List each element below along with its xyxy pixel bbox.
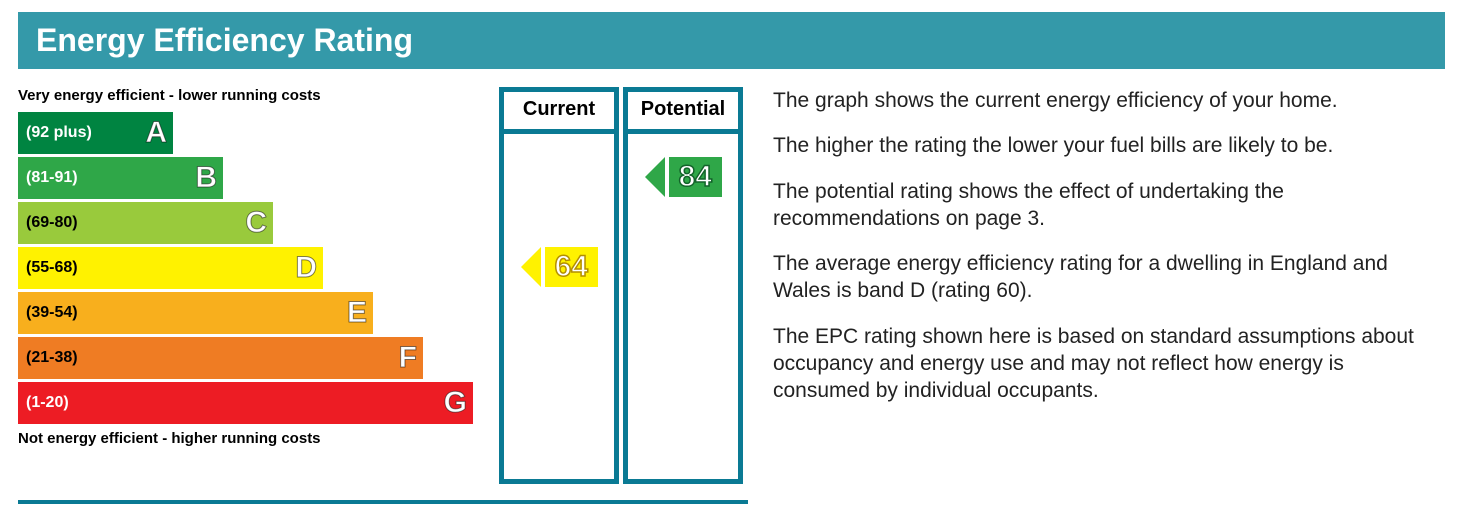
arrow-value: 64: [555, 250, 588, 284]
band-a: (92 plus) A: [18, 112, 173, 154]
current-column: Current 64: [499, 87, 619, 484]
band-range: (21-38): [18, 349, 78, 367]
potential-header: Potential: [628, 92, 738, 134]
band-f: (21-38) F: [18, 337, 423, 379]
band-b: (81-91) B: [18, 157, 223, 199]
footer-rule: [18, 500, 748, 504]
band-range: (55-68): [18, 259, 78, 277]
bands-stack: (92 plus) A (81-91) B (69-80) C (55-68) D (39-54…: [18, 112, 493, 424]
current-arrow: 64: [541, 247, 610, 287]
band-letter: D: [295, 251, 317, 285]
arrow-body: 84: [669, 157, 722, 197]
band-g: (1-20) G: [18, 382, 473, 424]
band-letter: E: [347, 296, 367, 330]
description-paragraph: The potential rating shows the effect of…: [773, 178, 1445, 233]
band-range: (69-80): [18, 214, 78, 232]
potential-body: 84: [628, 134, 738, 479]
band-e: (39-54) E: [18, 292, 373, 334]
band-c: (69-80) C: [18, 202, 273, 244]
header-bar: Energy Efficiency Rating: [18, 12, 1445, 69]
band-letter: A: [145, 116, 167, 150]
inefficient-label: Not energy efficient - higher running co…: [18, 430, 493, 447]
chart-area: Very energy efficient - lower running co…: [18, 87, 743, 484]
header-title: Energy Efficiency Rating: [36, 22, 1427, 59]
efficient-label: Very energy efficient - lower running co…: [18, 87, 493, 104]
arrow-shape: 84: [665, 157, 734, 197]
arrow-body: 64: [545, 247, 598, 287]
band-letter: F: [399, 341, 417, 375]
arrow-value: 84: [679, 160, 712, 194]
band-letter: B: [195, 161, 217, 195]
potential-arrow: 84: [665, 157, 734, 197]
description-paragraph: The higher the rating the lower your fue…: [773, 132, 1445, 159]
content-row: Very energy efficient - lower running co…: [18, 87, 1445, 484]
current-body: 64: [504, 134, 614, 479]
band-letter: C: [245, 206, 267, 240]
band-range: (39-54): [18, 304, 78, 322]
current-header: Current: [504, 92, 614, 134]
band-range: (92 plus): [18, 124, 92, 142]
description-column: The graph shows the current energy effic…: [773, 87, 1445, 484]
description-paragraph: The average energy efficiency rating for…: [773, 250, 1445, 305]
epc-container: Energy Efficiency Rating Very energy eff…: [0, 0, 1463, 496]
description-paragraph: The graph shows the current energy effic…: [773, 87, 1445, 114]
bands-column: Very energy efficient - lower running co…: [18, 87, 493, 484]
arrow-shape: 64: [541, 247, 610, 287]
band-d: (55-68) D: [18, 247, 323, 289]
band-letter: G: [444, 386, 467, 420]
potential-column: Potential 84: [623, 87, 743, 484]
band-range: (1-20): [18, 394, 69, 412]
band-range: (81-91): [18, 169, 78, 187]
rating-columns: Current 64 Potential 84: [499, 87, 743, 484]
description-paragraph: The EPC rating shown here is based on st…: [773, 323, 1445, 405]
